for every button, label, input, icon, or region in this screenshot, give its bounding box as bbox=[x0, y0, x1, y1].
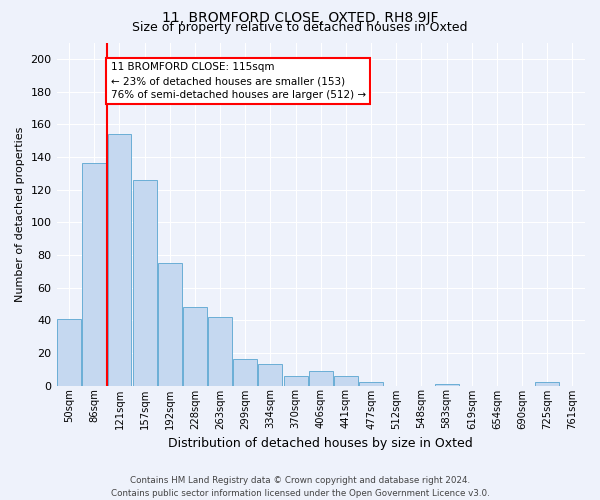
Text: 11 BROMFORD CLOSE: 115sqm
← 23% of detached houses are smaller (153)
76% of semi: 11 BROMFORD CLOSE: 115sqm ← 23% of detac… bbox=[110, 62, 366, 100]
Text: 11, BROMFORD CLOSE, OXTED, RH8 9JF: 11, BROMFORD CLOSE, OXTED, RH8 9JF bbox=[162, 11, 438, 25]
Bar bbox=[259, 364, 283, 386]
Bar bbox=[334, 376, 358, 386]
Bar bbox=[233, 360, 257, 386]
Bar bbox=[535, 382, 559, 386]
Bar bbox=[434, 384, 458, 386]
Bar bbox=[57, 318, 81, 386]
X-axis label: Distribution of detached houses by size in Oxted: Distribution of detached houses by size … bbox=[169, 437, 473, 450]
Bar bbox=[284, 376, 308, 386]
Bar bbox=[309, 371, 333, 386]
Bar bbox=[133, 180, 157, 386]
Text: Size of property relative to detached houses in Oxted: Size of property relative to detached ho… bbox=[132, 21, 468, 34]
Bar bbox=[208, 317, 232, 386]
Bar bbox=[183, 307, 207, 386]
Bar bbox=[158, 263, 182, 386]
Text: Contains HM Land Registry data © Crown copyright and database right 2024.
Contai: Contains HM Land Registry data © Crown c… bbox=[110, 476, 490, 498]
Bar bbox=[82, 164, 106, 386]
Bar bbox=[359, 382, 383, 386]
Y-axis label: Number of detached properties: Number of detached properties bbox=[15, 126, 25, 302]
Bar bbox=[107, 134, 131, 386]
